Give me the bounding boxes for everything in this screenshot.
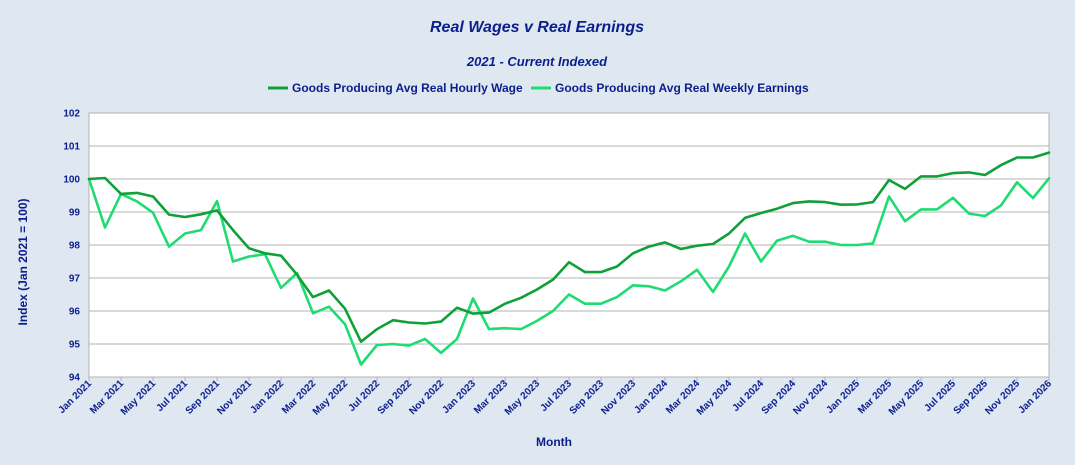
x-tick-label: Nov 2023 [599, 378, 638, 417]
series-lines [87, 151, 1051, 366]
y-tick-labels: 94 95 96 97 98 99 100 101 102 [63, 109, 80, 384]
x-tick-label: Jan 2026 [1016, 378, 1054, 416]
y-axis-title: Index (Jan 2021 = 100) [16, 198, 30, 325]
y-tick-label: 101 [63, 142, 80, 153]
x-tick-label: May 2024 [695, 378, 735, 418]
legend: Goods Producing Avg Real Hourly Wage Goo… [268, 81, 809, 95]
y-tick-label: 95 [69, 340, 81, 351]
x-tick-label: Nov 2025 [983, 378, 1022, 417]
y-tick-label: 98 [69, 241, 81, 252]
x-axis-title: Month [536, 435, 572, 449]
series-line-weekly-earnings [87, 177, 1051, 366]
series-line-hourly-wage [87, 151, 1051, 344]
y-tick-label: 96 [69, 307, 81, 318]
chart-subtitle: 2021 - Current Indexed [466, 54, 608, 69]
gridlines [89, 145, 1049, 345]
x-tick-label: May 2022 [311, 378, 351, 418]
y-tick-label: 97 [69, 274, 81, 285]
chart-title: Real Wages v Real Earnings [430, 19, 644, 36]
x-tick-label: Nov 2021 [215, 378, 254, 417]
y-tick-label: 102 [63, 109, 80, 120]
x-tick-label: Nov 2024 [791, 378, 830, 417]
x-tick-label: May 2025 [887, 378, 927, 418]
legend-label-earnings: Goods Producing Avg Real Weekly Earnings [555, 81, 809, 95]
x-tick-label: May 2021 [119, 378, 159, 418]
x-tick-label: Nov 2022 [407, 378, 446, 417]
legend-label-wage: Goods Producing Avg Real Hourly Wage [292, 81, 523, 95]
y-tick-label: 100 [63, 175, 80, 186]
y-tick-label: 94 [69, 373, 81, 384]
x-tick-label: May 2023 [503, 378, 543, 418]
y-tick-label: 99 [69, 208, 81, 219]
